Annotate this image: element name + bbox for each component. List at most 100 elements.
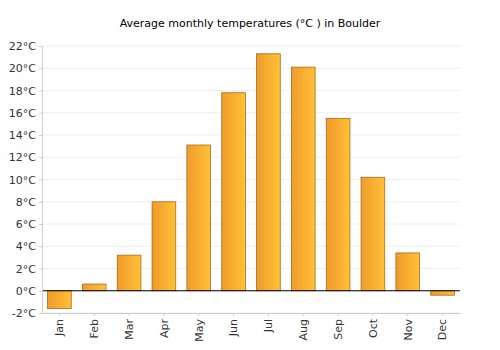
x-tick: Aug bbox=[297, 313, 310, 340]
grid-line bbox=[42, 201, 460, 202]
y-tick-mark bbox=[39, 46, 42, 47]
x-tick-mark bbox=[198, 313, 199, 316]
y-tick-mark bbox=[39, 91, 42, 92]
y-tick-label: 14°C bbox=[9, 129, 36, 142]
y-tick: 14°C bbox=[9, 129, 42, 142]
x-tick-mark bbox=[372, 313, 373, 316]
bar bbox=[361, 177, 385, 290]
x-tick-mark bbox=[442, 313, 443, 316]
x-tick-label: Oct bbox=[367, 318, 380, 338]
grid-line bbox=[42, 157, 460, 158]
grid-line bbox=[42, 179, 460, 180]
grid-line bbox=[42, 112, 460, 113]
x-tick-label: Mar bbox=[123, 319, 136, 340]
x-tick: Feb bbox=[88, 313, 101, 338]
y-tick: 22°C bbox=[9, 40, 42, 53]
x-tick-label: Apr bbox=[158, 319, 171, 339]
x-tick: Jul bbox=[262, 313, 275, 333]
x-tick-mark bbox=[303, 313, 304, 316]
bar bbox=[222, 93, 246, 291]
y-tick: 10°C bbox=[9, 174, 42, 187]
x-tick: Nov bbox=[402, 313, 415, 340]
y-tick-mark bbox=[39, 135, 42, 136]
x-tick-mark bbox=[268, 313, 269, 316]
y-tick: 12°C bbox=[9, 151, 42, 164]
y-tick-label: 4°C bbox=[16, 240, 36, 253]
bar bbox=[291, 67, 315, 291]
y-tick-label: 20°C bbox=[9, 62, 36, 75]
x-tick-label: Jul bbox=[262, 319, 275, 333]
bars bbox=[48, 54, 455, 309]
x-axis: Jan Feb Mar Apr May Jun Jul Aug Sep Oct Nov Dec bbox=[43, 313, 461, 342]
x-tick-mark bbox=[94, 313, 95, 316]
x-tick-label: Aug bbox=[297, 319, 310, 340]
grid-line bbox=[42, 313, 460, 314]
y-tick-label: -2°C bbox=[12, 307, 36, 320]
x-tick-label: Nov bbox=[402, 319, 415, 341]
x-tick: Dec bbox=[436, 313, 449, 340]
grid-line bbox=[42, 135, 460, 136]
x-tick-label: Jan bbox=[53, 319, 66, 337]
y-tick-mark bbox=[39, 202, 42, 203]
x-tick-mark bbox=[163, 313, 164, 316]
zero-line bbox=[42, 290, 460, 291]
plot: -2°C 0°C 2°C 4°C 6°C 8°C 10°C 12°C 14°C 16°C 18°C 2… bbox=[9, 40, 461, 342]
y-tick-mark bbox=[39, 246, 42, 247]
y-tick-mark bbox=[39, 313, 42, 314]
x-tick: Apr bbox=[158, 313, 171, 338]
x-tick-label: Dec bbox=[436, 319, 449, 340]
y-tick-label: 18°C bbox=[9, 85, 36, 98]
x-tick: May bbox=[193, 313, 206, 342]
x-tick-label: Sep bbox=[332, 319, 345, 340]
y-tick-label: 22°C bbox=[9, 40, 36, 53]
x-tick-mark bbox=[407, 313, 408, 316]
y-tick-mark bbox=[39, 291, 42, 292]
x-axis-line bbox=[43, 313, 461, 314]
y-tick: 0°C bbox=[16, 285, 42, 298]
y-tick: 18°C bbox=[9, 85, 42, 98]
y-tick-label: 2°C bbox=[16, 263, 36, 276]
y-tick: 20°C bbox=[9, 62, 42, 75]
y-tick-label: 8°C bbox=[16, 196, 36, 209]
grid-line bbox=[42, 68, 460, 69]
grid-line bbox=[42, 46, 460, 47]
y-tick-mark bbox=[39, 180, 42, 181]
bar bbox=[82, 284, 106, 291]
grid-line bbox=[42, 290, 460, 291]
x-tick-mark bbox=[129, 313, 130, 316]
y-tick-mark bbox=[39, 157, 42, 158]
grid-line bbox=[42, 90, 460, 91]
bar bbox=[187, 145, 211, 291]
y-tick-mark bbox=[39, 269, 42, 270]
y-tick: 4°C bbox=[16, 240, 42, 253]
x-tick: Jan bbox=[53, 313, 66, 337]
y-tick-mark bbox=[39, 113, 42, 114]
bar bbox=[431, 291, 455, 295]
y-axis-line bbox=[42, 47, 43, 314]
y-tick: 2°C bbox=[16, 263, 42, 276]
x-tick: Mar bbox=[123, 313, 136, 340]
y-tick: 8°C bbox=[16, 196, 42, 209]
x-tick: Jun bbox=[227, 313, 240, 337]
y-tick: 16°C bbox=[9, 107, 42, 120]
x-tick-mark bbox=[233, 313, 234, 316]
grid-line bbox=[42, 224, 460, 225]
chart: -2°C 0°C 2°C 4°C 6°C 8°C 10°C 12°C 14°C 16°C 18°C 2… bbox=[0, 0, 500, 350]
y-tick-label: 0°C bbox=[16, 285, 36, 298]
x-tick-mark bbox=[338, 313, 339, 316]
y-tick-mark bbox=[39, 224, 42, 225]
y-tick-mark bbox=[39, 68, 42, 69]
y-tick-label: 10°C bbox=[9, 174, 36, 187]
bar bbox=[117, 255, 141, 291]
bar bbox=[257, 54, 281, 291]
y-tick-label: 6°C bbox=[16, 218, 36, 231]
y-tick-label: 16°C bbox=[9, 107, 36, 120]
y-tick: -2°C bbox=[12, 307, 42, 320]
y-tick-label: 12°C bbox=[9, 151, 36, 164]
grid-line bbox=[42, 246, 460, 247]
bar bbox=[396, 253, 420, 291]
x-tick-label: May bbox=[193, 319, 206, 342]
bar bbox=[152, 202, 176, 291]
x-tick: Oct bbox=[367, 313, 380, 338]
y-axis: -2°C 0°C 2°C 4°C 6°C 8°C 10°C 12°C 14°C 16°C 18°C 2… bbox=[9, 40, 43, 320]
